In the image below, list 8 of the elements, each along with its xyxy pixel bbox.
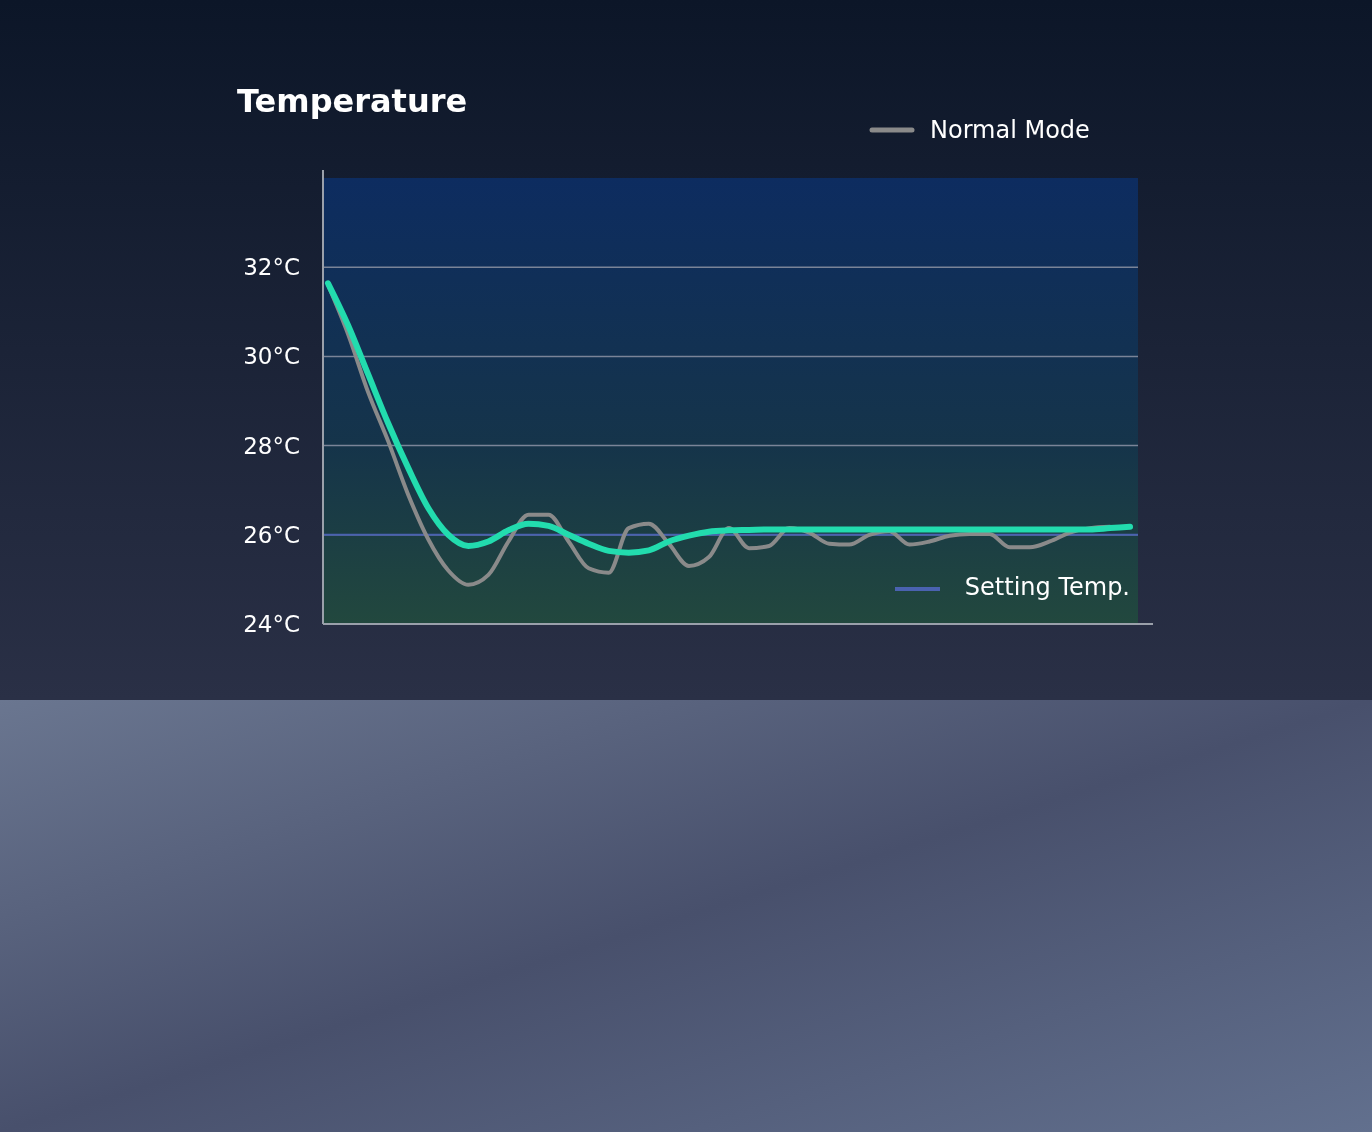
y-tick-label: 28°C [243,432,300,459]
y-tick-label: 24°C [243,611,300,637]
y-tick-label: 26°C [243,521,300,548]
y-tick-label: 30°C [243,343,300,370]
legend-label: Setting Temp. [964,573,1130,601]
y-tick-label: 32°C [243,254,300,281]
legend-label: Normal Mode [930,116,1090,144]
chart-title: Temperature [237,82,468,120]
